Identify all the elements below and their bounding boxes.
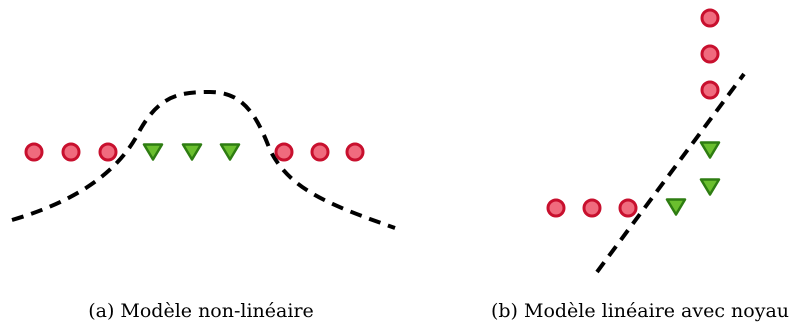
class-circle-point bbox=[582, 198, 602, 218]
class-circle-point bbox=[345, 142, 365, 162]
class-circle-point bbox=[700, 80, 720, 100]
class-triangle-point bbox=[142, 143, 164, 161]
class-triangle-point bbox=[181, 143, 203, 161]
class-circle-point bbox=[61, 142, 81, 162]
panel-b bbox=[546, 8, 746, 274]
class-triangle-point bbox=[699, 178, 721, 196]
class-circle-point bbox=[274, 142, 294, 162]
panel-b-points bbox=[546, 8, 721, 218]
class-circle-point bbox=[700, 8, 720, 28]
class-triangle-point bbox=[219, 143, 241, 161]
caption-panel-a: (a) Modèle non-linéaire bbox=[88, 300, 314, 322]
linear-separator-line bbox=[595, 72, 746, 274]
class-circle-point bbox=[24, 142, 44, 162]
class-circle-point bbox=[618, 198, 638, 218]
panel-a-points bbox=[24, 142, 365, 162]
caption-panel-b: (b) Modèle linéaire avec noyau bbox=[490, 300, 790, 322]
class-circle-point bbox=[98, 142, 118, 162]
class-triangle-point bbox=[665, 198, 687, 216]
panel-a bbox=[11, 89, 396, 230]
class-circle-point bbox=[310, 142, 330, 162]
nonlinear-separator-curve bbox=[11, 89, 396, 230]
class-triangle-point bbox=[699, 141, 721, 159]
class-circle-point bbox=[700, 44, 720, 64]
class-circle-point bbox=[546, 198, 566, 218]
